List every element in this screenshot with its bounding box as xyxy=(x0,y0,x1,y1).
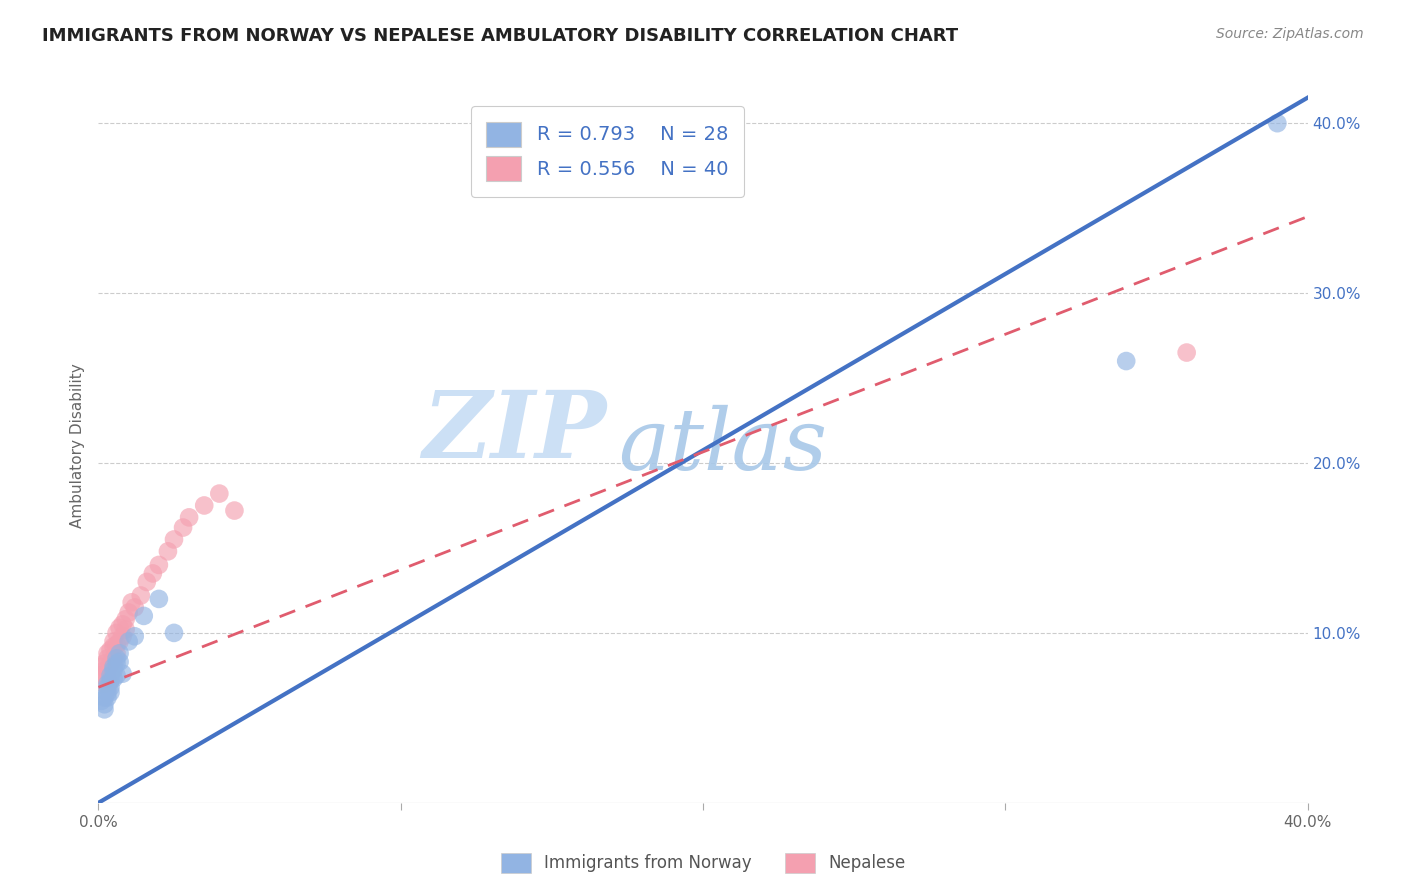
Point xyxy=(105,668,128,682)
Text: Source: ZipAtlas.com: Source: ZipAtlas.com xyxy=(1216,27,1364,41)
Point xyxy=(179,510,201,524)
Point xyxy=(100,680,122,694)
Point xyxy=(93,677,115,691)
Point xyxy=(93,690,115,705)
Point xyxy=(105,657,128,671)
Point xyxy=(96,663,118,677)
Point xyxy=(142,566,165,581)
Point xyxy=(124,600,146,615)
Point xyxy=(105,646,128,660)
Text: ZIP: ZIP xyxy=(422,387,606,476)
Point xyxy=(103,651,125,665)
Point xyxy=(96,677,118,691)
Point xyxy=(96,680,118,694)
Point xyxy=(193,499,215,513)
Point xyxy=(100,657,122,671)
Point xyxy=(100,673,122,688)
Point xyxy=(90,668,112,682)
Point xyxy=(111,629,134,643)
Point xyxy=(103,640,125,654)
Point xyxy=(163,626,186,640)
Point xyxy=(148,591,170,606)
Point xyxy=(93,702,115,716)
Point xyxy=(105,651,128,665)
Point xyxy=(132,608,155,623)
Point xyxy=(135,574,157,589)
Point xyxy=(103,663,125,677)
Point xyxy=(1115,354,1137,368)
Point xyxy=(124,629,146,643)
Point xyxy=(96,646,118,660)
Point xyxy=(96,690,118,705)
Point xyxy=(100,668,122,682)
Point xyxy=(148,558,170,572)
Point xyxy=(96,651,118,665)
Point xyxy=(103,660,125,674)
Legend: R = 0.793    N = 28, R = 0.556    N = 40: R = 0.793 N = 28, R = 0.556 N = 40 xyxy=(471,106,744,197)
Point xyxy=(96,672,118,686)
Point xyxy=(121,595,143,609)
Point xyxy=(100,685,122,699)
Point xyxy=(156,544,179,558)
Point xyxy=(1267,116,1289,130)
Point xyxy=(90,694,112,708)
Text: atlas: atlas xyxy=(619,405,828,487)
Point xyxy=(114,612,136,626)
Point xyxy=(108,621,131,635)
Point xyxy=(163,533,186,547)
Text: IMMIGRANTS FROM NORWAY VS NEPALESE AMBULATORY DISABILITY CORRELATION CHART: IMMIGRANTS FROM NORWAY VS NEPALESE AMBUL… xyxy=(42,27,959,45)
Point xyxy=(111,666,134,681)
Legend: Immigrants from Norway, Nepalese: Immigrants from Norway, Nepalese xyxy=(494,847,912,880)
Point xyxy=(103,672,125,686)
Point xyxy=(118,606,141,620)
Point xyxy=(93,698,115,712)
Point xyxy=(172,520,194,534)
Point xyxy=(108,634,131,648)
Point xyxy=(118,634,141,648)
Point xyxy=(100,666,122,681)
Point xyxy=(96,685,118,699)
Point xyxy=(103,634,125,648)
Point xyxy=(108,655,131,669)
Point xyxy=(114,623,136,637)
Point xyxy=(100,643,122,657)
Point xyxy=(111,617,134,632)
Point xyxy=(105,638,128,652)
Point xyxy=(93,663,115,677)
Point xyxy=(105,626,128,640)
Point xyxy=(129,589,152,603)
Point xyxy=(93,657,115,671)
Point xyxy=(208,486,231,500)
Y-axis label: Ambulatory Disability: Ambulatory Disability xyxy=(69,364,84,528)
Point xyxy=(103,655,125,669)
Point xyxy=(1175,345,1198,359)
Point xyxy=(108,646,131,660)
Point xyxy=(90,660,112,674)
Point xyxy=(224,503,246,517)
